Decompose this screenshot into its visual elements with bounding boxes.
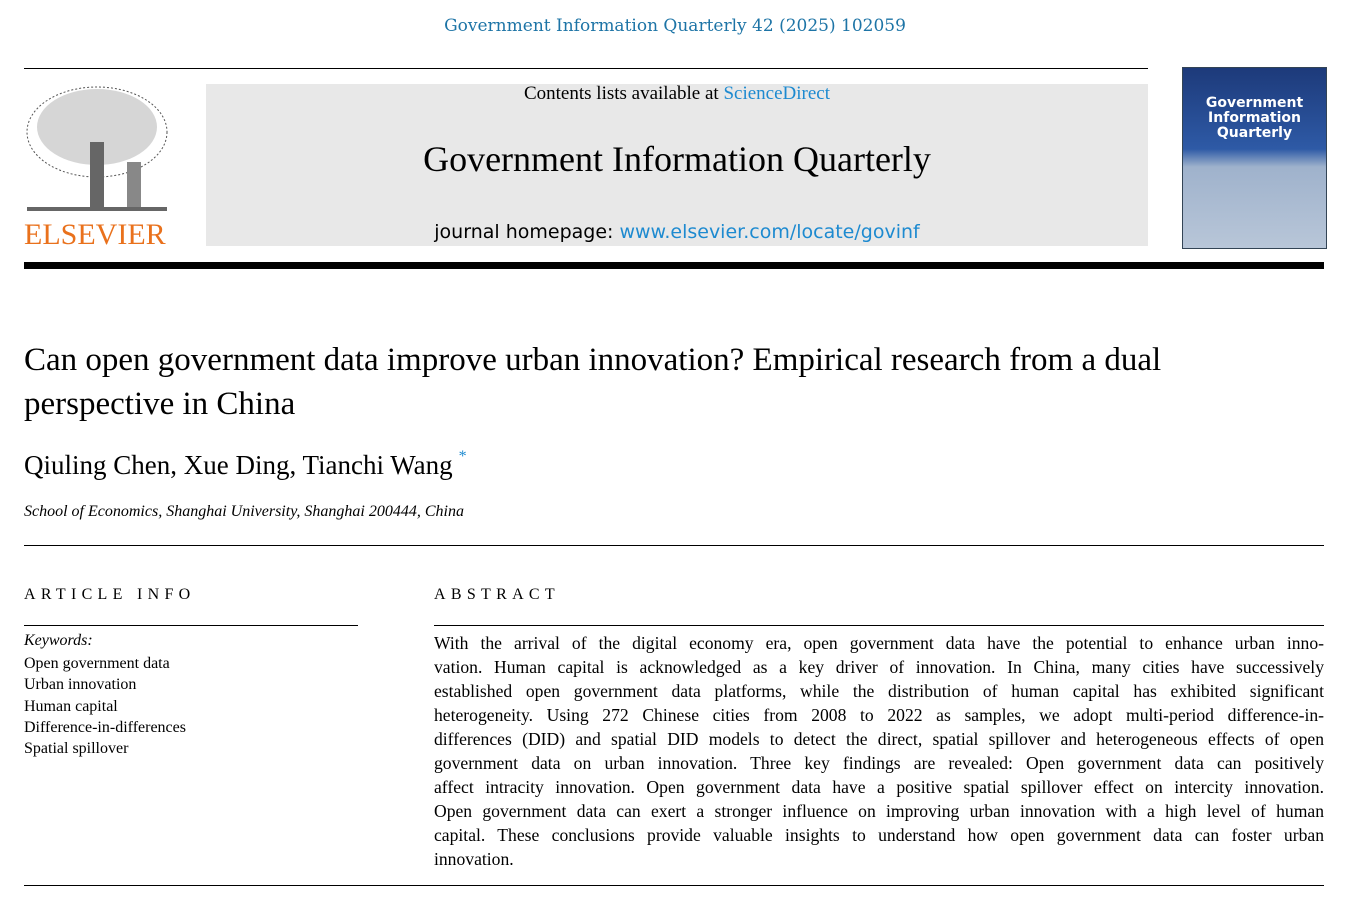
- author[interactable]: Qiuling Chen: [24, 450, 171, 480]
- abstract-line: affect intracity innovation. Open govern…: [434, 777, 1324, 797]
- homepage-link[interactable]: www.elsevier.com/locate/govinf: [619, 221, 920, 243]
- abstract-line: innovation.: [434, 849, 514, 869]
- abstract-heading: ABSTRACT: [434, 586, 560, 603]
- author[interactable]: Xue Ding: [183, 450, 290, 480]
- abstract-line: vation. Human capital is acknowledged as…: [434, 657, 1324, 677]
- header-rule: [24, 68, 1148, 69]
- article-title: Can open government data improve urban i…: [24, 342, 1162, 422]
- abstract-line: established open government data platfor…: [434, 681, 1324, 701]
- abstract-line: government data on urban innovation. Thr…: [434, 753, 1324, 773]
- journal-reference[interactable]: Government Information Quarterly 42 (202…: [444, 16, 906, 36]
- journal-cover-image[interactable]: Government Information Quarterly: [1182, 67, 1327, 249]
- abstract-line: differences (DID) and spatial DID models…: [434, 729, 1324, 749]
- bottom-rule: [24, 885, 1324, 886]
- contents-prefix: Contents lists available at: [523, 83, 724, 104]
- affiliation: School of Economics, Shanghai University…: [24, 503, 464, 520]
- abstract-line: Open government data can exert a stronge…: [434, 801, 1324, 821]
- abstract-body: With the arrival of the digital economy …: [434, 631, 1324, 871]
- keyword: Difference-in-differences: [24, 718, 186, 736]
- author-list: Qiuling Chen, Xue Ding, Tianchi Wang *: [24, 448, 467, 480]
- keyword: Spatial spillover: [24, 740, 129, 758]
- section-rule: [24, 545, 1324, 546]
- keywords-list: Open government data Urban innovation Hu…: [24, 653, 186, 759]
- keywords-label: Keywords:: [24, 632, 93, 649]
- article-info-rule: [24, 625, 358, 626]
- keyword: Human capital: [24, 697, 118, 715]
- author[interactable]: Tianchi Wang: [302, 450, 453, 480]
- abstract-line: With the arrival of the digital economy …: [434, 633, 1324, 653]
- abstract-line: heterogeneity. Using 272 Chinese cities …: [434, 705, 1324, 725]
- keyword: Open government data: [24, 655, 170, 672]
- elsevier-tree-logo: [22, 82, 172, 252]
- masthead-box: [206, 84, 1148, 246]
- homepage-prefix: journal homepage:: [434, 221, 620, 243]
- abstract-line: capital. These conclusions provide valua…: [434, 825, 1324, 845]
- cover-title: Government Information Quarterly: [1205, 95, 1304, 141]
- contents-line: Contents lists available at ScienceDirec…: [206, 83, 1148, 105]
- sciencedirect-link[interactable]: ScienceDirect: [723, 83, 831, 104]
- abstract-rule: [434, 625, 1324, 626]
- article-info-heading: ARTICLE INFO: [24, 586, 196, 603]
- journal-title: Government Information Quarterly: [423, 139, 931, 179]
- corresponding-author-mark[interactable]: *: [458, 448, 467, 465]
- thick-divider: [24, 262, 1324, 269]
- homepage-line: journal homepage: www.elsevier.com/locat…: [206, 221, 1148, 243]
- elsevier-wordmark: ELSEVIER: [24, 218, 166, 251]
- keyword: Urban innovation: [24, 676, 137, 694]
